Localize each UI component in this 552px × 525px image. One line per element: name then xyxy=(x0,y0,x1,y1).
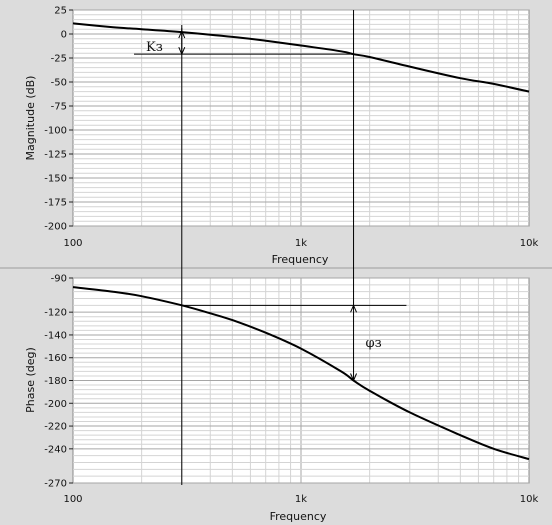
y-tick-label: -200 xyxy=(44,399,67,410)
y-tick-label: -175 xyxy=(44,198,67,209)
y-tick-label: -75 xyxy=(51,102,67,113)
phi-arrow-bottom xyxy=(350,373,358,382)
magnitude-y-ticks: 25 0 -25 -50 -75 -100 -125 -150 -175 -200 xyxy=(44,6,73,233)
x-tick-label: 10k xyxy=(520,494,539,505)
y-tick-label: -160 xyxy=(44,353,67,364)
y-tick-label: -140 xyxy=(44,330,67,341)
y-tick-label: -150 xyxy=(44,174,67,185)
y-tick-label: -240 xyxy=(44,444,67,455)
phase-x-ticks: 100 1k 10k xyxy=(63,494,538,505)
magnitude-grid xyxy=(73,9,529,227)
phase-x-axis-label: Frequency xyxy=(270,510,327,523)
y-tick-label: -125 xyxy=(44,150,67,161)
magnitude-x-axis-label: Frequency xyxy=(272,253,329,266)
y-tick-label: -90 xyxy=(51,274,67,285)
x-tick-label: 100 xyxy=(63,494,82,505)
phase-y-ticks: -90 -120 -140 -160 -180 -200 -220 -240 -270 xyxy=(44,274,73,490)
y-tick-label: 0 xyxy=(61,30,67,41)
y-tick-label: -100 xyxy=(44,126,67,137)
x-tick-label: 10k xyxy=(520,238,539,249)
phase-grid xyxy=(73,277,529,484)
x-tick-label: 1k xyxy=(295,494,307,505)
phase-y-axis-label: Phase (deg) xyxy=(24,347,37,413)
x-tick-label: 100 xyxy=(63,238,82,249)
phase-curve xyxy=(72,286,530,461)
y-tick-label: -220 xyxy=(44,422,67,433)
magnitude-x-ticks: 100 1k 10k xyxy=(63,238,538,249)
y-tick-label: -50 xyxy=(51,78,67,89)
y-tick-label: -270 xyxy=(44,479,67,490)
phase-chart: -90-120-140-160-180-200-220-240-270 100 1… xyxy=(24,10,538,523)
panel-divider xyxy=(0,267,552,269)
y-tick-label: -120 xyxy=(44,308,67,319)
magnitude-chart: 250-25-50-75-100-125-150-175-200 100 1k 10… xyxy=(24,6,538,267)
y-tick-label: -25 xyxy=(51,54,67,65)
magnitude-y-axis-label: Magnitude (dB) xyxy=(24,76,37,161)
magnitude-curve xyxy=(72,22,530,93)
phi-arrow-top xyxy=(350,304,358,313)
x-tick-label: 1k xyxy=(295,238,307,249)
y-tick-label: -200 xyxy=(44,222,67,233)
y-tick-label: 25 xyxy=(54,6,67,17)
phi-annotation-label: φз xyxy=(366,336,382,351)
y-tick-label: -180 xyxy=(44,376,67,387)
k-annotation-label: Kз xyxy=(146,40,163,55)
